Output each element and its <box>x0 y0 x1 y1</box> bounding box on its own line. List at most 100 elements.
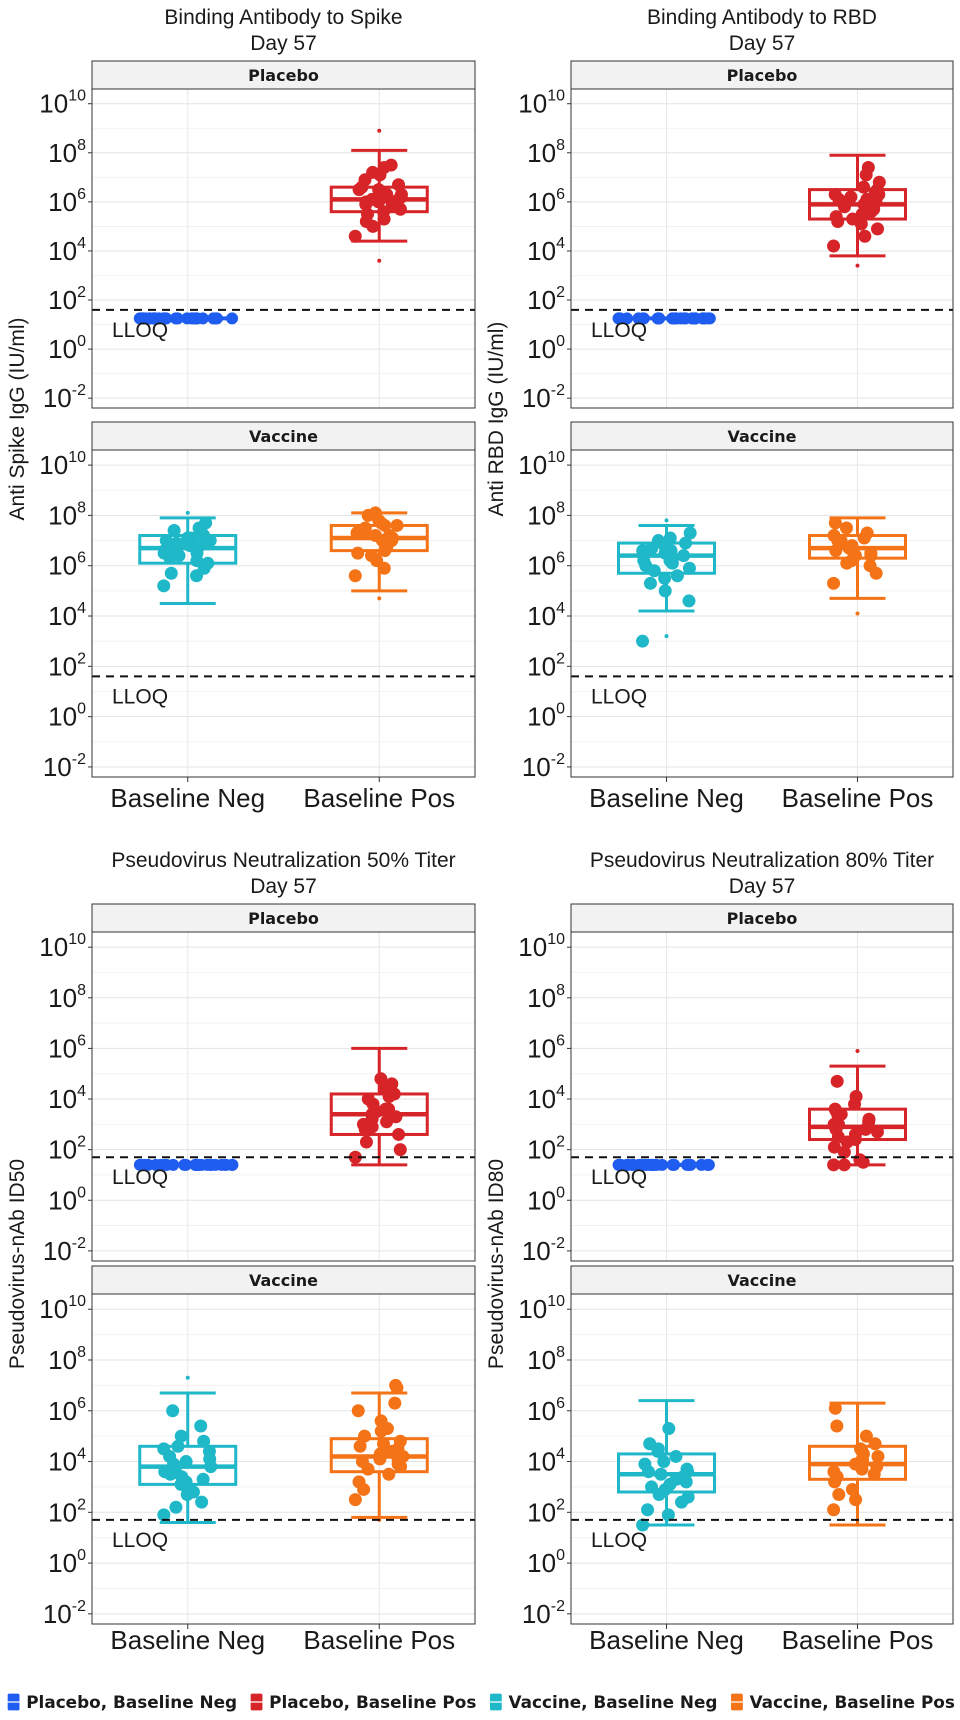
data-point <box>389 1378 403 1392</box>
data-point <box>209 312 222 325</box>
data-point <box>701 1158 714 1171</box>
data-point <box>829 1105 843 1119</box>
data-point <box>622 1158 635 1171</box>
outlier-point <box>855 263 860 268</box>
y-tick-label: 106 <box>527 550 565 581</box>
data-point <box>664 544 678 558</box>
y-tick-label: 104 <box>48 1446 86 1477</box>
data-point <box>392 1127 406 1141</box>
data-point <box>855 1462 869 1476</box>
panel-border <box>91 1293 476 1625</box>
facet-strip-label: Placebo <box>727 66 798 85</box>
data-point <box>830 1074 844 1088</box>
data-point <box>827 1465 841 1479</box>
lloq-label: LLOQ <box>591 685 647 708</box>
lloq-label: LLOQ <box>112 1529 168 1552</box>
data-point <box>849 1090 863 1103</box>
data-point <box>385 197 399 211</box>
y-tick-label: 108 <box>48 137 86 168</box>
box-group <box>617 518 716 648</box>
data-point <box>394 188 408 202</box>
panel-border <box>570 88 954 409</box>
data-point <box>351 1404 365 1418</box>
data-point <box>828 188 842 202</box>
data-point <box>871 222 885 236</box>
y-tick-label: 100 <box>48 1184 86 1215</box>
box-group <box>612 312 716 325</box>
data-point <box>368 506 382 520</box>
data-point <box>393 1143 407 1157</box>
data-point <box>862 1112 876 1126</box>
data-point <box>661 1508 675 1522</box>
y-tick-label: 108 <box>527 137 565 168</box>
data-point <box>366 165 380 179</box>
data-point <box>839 521 853 535</box>
panel-border <box>91 88 476 409</box>
data-point <box>196 1472 210 1486</box>
data-point <box>861 161 875 175</box>
panel-border <box>570 931 954 1262</box>
facet-strip <box>91 903 476 933</box>
data-point <box>186 1485 200 1499</box>
data-point <box>828 516 842 530</box>
chart-subtitle: Day 57 <box>250 875 317 898</box>
legend-label: Placebo, Baseline Neg <box>26 1692 237 1712</box>
data-point <box>143 312 156 325</box>
data-point <box>376 1437 390 1451</box>
data-point <box>179 1475 193 1489</box>
facet-strip <box>91 60 476 90</box>
data-point <box>640 1158 653 1171</box>
data-point <box>860 192 874 206</box>
facet-strip-label: Placebo <box>248 66 319 85</box>
facet-strip <box>91 1265 476 1295</box>
outlier-point <box>664 634 669 639</box>
data-point <box>856 1155 870 1169</box>
y-tick-label: 100 <box>48 1547 86 1578</box>
data-point <box>683 526 697 540</box>
data-point <box>169 312 182 325</box>
outlier-point <box>377 128 382 133</box>
data-point <box>394 1460 408 1474</box>
y-tick-label: 102 <box>527 1134 565 1165</box>
y-tick-label: 104 <box>527 1083 565 1114</box>
data-point <box>377 205 391 219</box>
data-point <box>867 1467 881 1481</box>
y-tick-label: 106 <box>48 1032 86 1063</box>
y-tick-label: 1010 <box>39 88 86 119</box>
data-point <box>845 539 859 553</box>
data-point <box>845 1482 859 1496</box>
data-point <box>871 1449 885 1463</box>
y-tick-label: 104 <box>48 235 86 266</box>
box-group <box>329 1046 429 1167</box>
data-point <box>645 1480 659 1494</box>
data-point <box>864 549 878 563</box>
data-point <box>350 526 364 540</box>
data-point <box>373 1452 387 1466</box>
data-point <box>166 1404 180 1418</box>
y-tick-label: 100 <box>527 1547 565 1578</box>
outlier-point <box>664 518 669 523</box>
data-point <box>385 1444 399 1458</box>
y-tick-label: 10-2 <box>43 751 86 782</box>
data-point <box>872 175 886 189</box>
y-tick-label: 102 <box>527 650 565 681</box>
y-tick-label: 106 <box>527 1395 565 1426</box>
y-tick-label: 106 <box>527 186 565 217</box>
y-tick-label: 102 <box>48 650 86 681</box>
data-point <box>860 526 874 540</box>
lloq-label: LLOQ <box>112 1166 168 1189</box>
y-tick-label: 102 <box>48 1134 86 1165</box>
data-point <box>679 1475 693 1489</box>
y-tick-label: 10-2 <box>522 751 565 782</box>
data-point <box>637 312 650 325</box>
data-point <box>384 158 398 172</box>
legend-label: Vaccine, Baseline Pos <box>750 1692 955 1712</box>
box-group <box>133 312 239 325</box>
y-tick-label: 1010 <box>518 88 565 119</box>
data-point <box>858 229 872 243</box>
data-point <box>157 312 170 325</box>
legend-item: Vaccine, Baseline Neg <box>488 1692 717 1712</box>
y-tick-label: 104 <box>48 1083 86 1114</box>
y-tick-label: 106 <box>527 1032 565 1063</box>
data-point <box>832 1488 846 1502</box>
